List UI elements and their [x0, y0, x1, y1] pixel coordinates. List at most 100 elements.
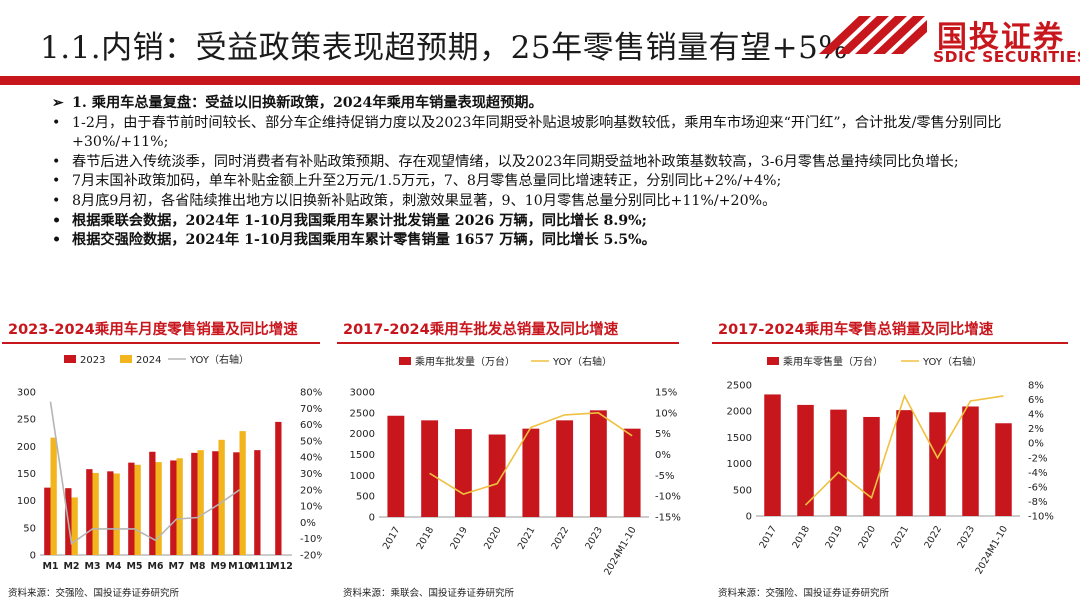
- bullet-text: 春节后进入传统淡季，同时消费者有补贴政策预期、存在观望情绪，以及2023年同期受…: [72, 153, 959, 170]
- x-tick-label: 2024M1-10: [602, 525, 638, 577]
- legend-label: YOY（右轴）: [189, 353, 249, 366]
- x-tick-label: M5: [126, 561, 142, 572]
- chart-panel-wholesale: 2017-2024乘用车批发总销量及同比增速 0 500 1000 1500 2000 2…: [337, 304, 682, 604]
- logo-mark-icon: [819, 16, 927, 54]
- bar-2023: [44, 487, 51, 555]
- y2-tick-label: 20%: [300, 485, 322, 496]
- bar-乘用车零售量（万台）: [896, 410, 913, 516]
- chart-title-underline: [712, 342, 1068, 344]
- y-tick-label: 0: [369, 513, 375, 524]
- wholesale-chart: 0 500 1000 1500 2000 2500 3000 -15% -10% -5% 0% 5% 1…: [350, 355, 681, 577]
- y-tick-label: 0: [30, 551, 36, 562]
- bar-乘用车零售量（万台）: [830, 409, 847, 516]
- x-tick-label: M9: [210, 561, 226, 572]
- x-tick-label: 2023: [583, 525, 605, 551]
- y2-tick-label: -6%: [1028, 482, 1047, 493]
- x-tick-label: 2018: [790, 524, 812, 550]
- bar-乘用车零售量（万台）: [995, 423, 1012, 516]
- page-title: 1.1.内销：受益政策表现超预期，25年零售销量有望+5%: [40, 30, 849, 66]
- x-tick-label: M3: [84, 561, 100, 572]
- y2-tick-label: 80%: [300, 388, 322, 399]
- bar-乘用车批发量（万台）: [454, 429, 472, 517]
- y-tick-label: 1500: [727, 433, 752, 444]
- y2-tick-label: 15%: [655, 388, 677, 399]
- y2-tick-label: 30%: [300, 469, 322, 480]
- bar-2024: [134, 464, 141, 555]
- x-tick-label: 2022: [922, 524, 944, 550]
- bar-2024: [155, 462, 162, 555]
- bar-乘用车零售量（万台）: [929, 412, 946, 516]
- bullet-dot-icon: •: [52, 114, 61, 131]
- bar-乘用车零售量（万台）: [797, 404, 814, 516]
- bullet-item: • 8月底9月初，各省陆续推出地方以旧换新补贴政策，刺激效果显著，9、10月零售总…: [50, 192, 1060, 212]
- retail-total-chart: 0 500 1000 1500 2000 2500 -10% -8% -6% -4% -2% 0% 2%…: [727, 355, 1054, 576]
- bar-2024: [92, 472, 99, 555]
- x-tick-label: M11: [249, 561, 272, 572]
- bullet-text: 1-2月，由于春节前时间较长、部分车企维持促销力度以及2023年同期受补贴退坡影…: [72, 114, 1002, 151]
- bar-2023: [275, 421, 282, 555]
- yoy-line: [804, 393, 1004, 506]
- legend-swatch: [64, 355, 76, 363]
- y2-tick-label: 0%: [1028, 439, 1044, 450]
- y2-tick-label: 10%: [655, 408, 677, 419]
- y2-tick-label: -10%: [300, 534, 322, 545]
- legend-label: 2023: [80, 355, 105, 366]
- y2-tick-label: -10%: [655, 492, 681, 503]
- legend-swatch: [767, 357, 779, 365]
- bullet-dot-icon: •: [52, 212, 62, 229]
- summary-bullets: ➢ 1. 乘用车总量复盘：受益以旧换新政策，2024年乘用车销量表现超预期。 • 1…: [50, 94, 1060, 251]
- y2-tick-label: 0%: [300, 518, 316, 529]
- chart-panel-retail-total: 2017-2024乘用车零售总销量及同比增速 0 500 1000 1500 2000 2…: [712, 304, 1074, 604]
- x-tick-label: 2024M1-10: [974, 524, 1010, 576]
- chart-title-underline: [337, 342, 679, 344]
- bar-乘用车批发量（万台）: [623, 428, 641, 517]
- bar-乘用车批发量（万台）: [522, 428, 540, 517]
- y2-tick-label: -4%: [1028, 468, 1047, 479]
- x-tick-label: 2020: [482, 525, 504, 551]
- bar-2024: [218, 439, 225, 555]
- y2-tick-label: 6%: [1028, 395, 1044, 406]
- monthly-retail-chart: 0 50 100 150 200 250 300 -20% -10% 0% 10% 20% 30% 40%…: [17, 353, 322, 572]
- y-tick-label: 1500: [350, 450, 375, 461]
- bar-2023: [128, 462, 135, 555]
- chart-source: 资料来源：交强险、国投证券证券研究所: [718, 588, 890, 599]
- x-tick-label: M6: [147, 561, 163, 572]
- bullet-item: • 根据乘联会数据，2024年 1-10月我国乘用车累计批发销量 2026 万辆，…: [50, 212, 1060, 232]
- bullet-item: • 7月末国补政策加码，单车补贴金额上升至2万元/1.5万元，7、8月零售总量同比…: [50, 172, 1060, 192]
- bullet-text: 根据乘联会数据，2024年 1-10月我国乘用车累计批发销量 2026 万辆，同…: [72, 212, 647, 229]
- x-tick-label: M10: [228, 561, 251, 572]
- x-tick-label: 2017: [757, 524, 779, 550]
- y2-tick-label: -5%: [655, 471, 674, 482]
- bar-2023: [107, 471, 114, 555]
- y2-tick-label: 5%: [655, 429, 671, 440]
- y2-tick-label: -2%: [1028, 453, 1047, 464]
- x-tick-label: 2022: [550, 525, 572, 551]
- x-tick-label: 2017: [381, 525, 403, 551]
- y2-tick-label: -8%: [1028, 497, 1047, 508]
- y-tick-label: 2500: [350, 408, 375, 419]
- bullet-dot-icon: •: [52, 173, 61, 190]
- legend-label: 乘用车批发量（万台）: [415, 355, 515, 368]
- y2-tick-label: 8%: [1028, 381, 1044, 392]
- y2-tick-label: 10%: [300, 502, 322, 513]
- bar-2024: [176, 458, 183, 555]
- y2-tick-label: -15%: [655, 513, 681, 524]
- x-tick-label: M1: [42, 561, 58, 572]
- x-tick-label: 2023: [955, 524, 977, 550]
- bar-2024: [113, 473, 120, 555]
- brand-logo: 国投证券 SDIC SECURITIES: [815, 8, 1080, 68]
- logo-english-name: SDIC SECURITIES: [933, 48, 1080, 66]
- logo-chinese-name: 国投证券: [937, 20, 1065, 55]
- y2-tick-label: 40%: [300, 453, 322, 464]
- y2-tick-label: -10%: [1028, 512, 1054, 523]
- y-tick-label: 1000: [350, 471, 375, 482]
- chart-title: 2023-2024乘用车月度零售销量及同比增速: [8, 322, 298, 338]
- bar-2023: [149, 451, 156, 555]
- y-tick-label: 500: [733, 485, 752, 496]
- bar-乘用车批发量（万台）: [421, 420, 439, 517]
- y2-tick-label: 4%: [1028, 410, 1044, 421]
- bar-2024: [239, 431, 246, 555]
- bar-2023: [191, 452, 198, 555]
- x-tick-label: M4: [105, 561, 121, 572]
- chart-source: 资料来源：交强险、国投证券证券研究所: [8, 588, 180, 599]
